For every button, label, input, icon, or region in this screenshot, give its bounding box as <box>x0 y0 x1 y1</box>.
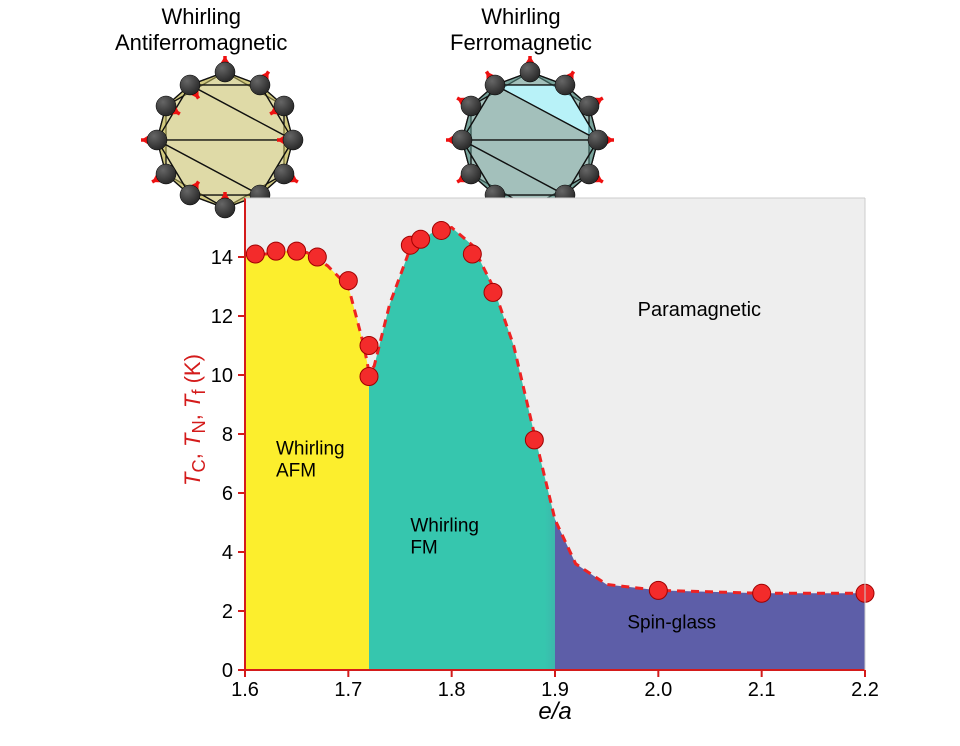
region-label: Paramagnetic <box>638 299 761 321</box>
x-tick-label: 2.0 <box>644 679 672 701</box>
y-tick-label: 2 <box>222 601 233 623</box>
x-tick-label: 1.7 <box>334 679 362 701</box>
data-point <box>484 283 502 301</box>
phase-diagram-chart: 1.61.71.81.92.02.12.202468101214Whirling… <box>0 0 960 746</box>
x-axis-label-text: e/a <box>538 698 571 725</box>
data-point <box>432 221 450 239</box>
y-tick-label: 14 <box>211 247 233 269</box>
data-point <box>463 245 481 263</box>
data-point <box>360 337 378 355</box>
y-tick-label: 8 <box>222 424 233 446</box>
data-point <box>288 242 306 260</box>
region-label: Whirling <box>276 439 345 460</box>
data-point <box>753 584 771 602</box>
region-label: Spin-glass <box>627 613 716 634</box>
region-label: FM <box>410 537 437 558</box>
data-point <box>412 230 430 248</box>
x-tick-label: 1.6 <box>231 679 259 701</box>
data-point <box>267 242 285 260</box>
x-axis-label: e/a <box>538 698 571 726</box>
data-point <box>339 272 357 290</box>
data-point <box>308 248 326 266</box>
x-tick-label: 2.1 <box>748 679 776 701</box>
y-tick-label: 12 <box>211 306 233 328</box>
data-point <box>360 367 378 385</box>
figure-container: Whirling Antiferromagnetic Whirling Ferr… <box>0 0 960 746</box>
y-tick-label: 10 <box>211 365 233 387</box>
data-point <box>525 431 543 449</box>
y-tick-label: 0 <box>222 660 233 682</box>
y-tick-label: 4 <box>222 542 233 564</box>
region-label: Whirling <box>410 515 479 536</box>
region-label: AFM <box>276 461 316 482</box>
x-tick-label: 1.8 <box>438 679 466 701</box>
y-tick-label: 6 <box>222 483 233 505</box>
x-tick-label: 2.2 <box>851 679 879 701</box>
data-point <box>649 581 667 599</box>
data-point <box>246 245 264 263</box>
